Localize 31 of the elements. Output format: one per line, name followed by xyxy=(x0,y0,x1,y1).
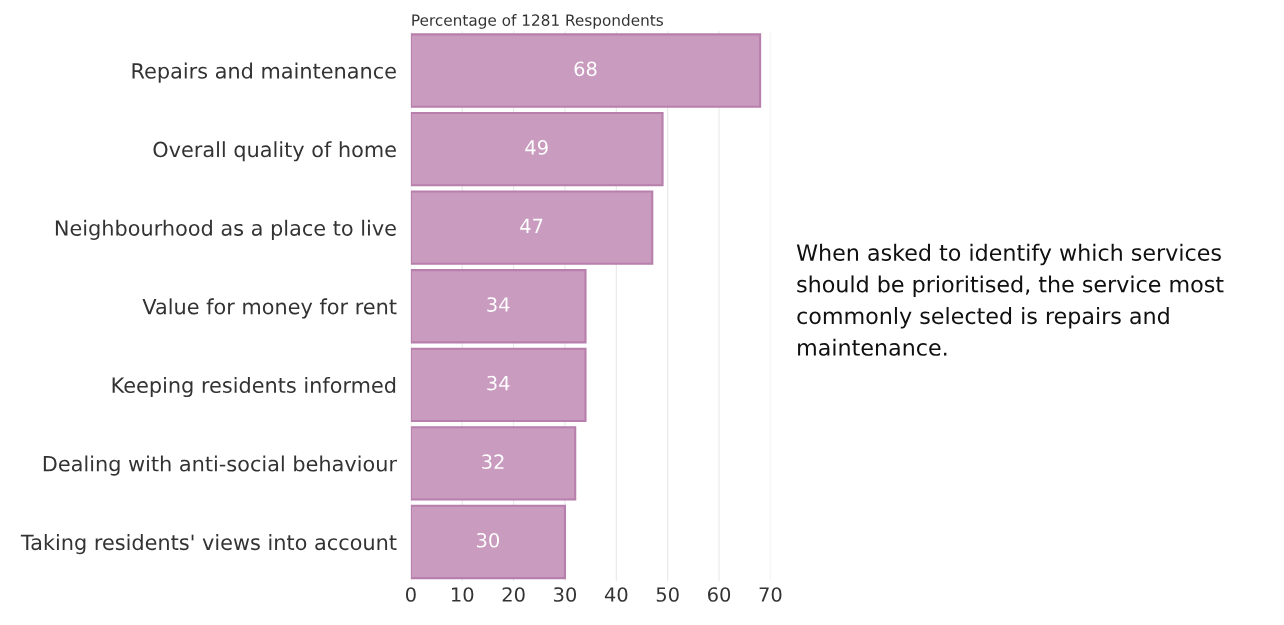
y-tick-label: Neighbourhood as a place to live xyxy=(55,219,396,240)
text: When asked to identify which services should be prioritised, the service most commonly selected is repairs and maintenance. xyxy=(796,243,1224,356)
data-label: 68 xyxy=(574,61,597,77)
x-tick-label: 40 xyxy=(604,587,628,602)
y-tick-label: Value for money for rent xyxy=(142,298,397,319)
data-label: 34 xyxy=(487,375,510,391)
bar xyxy=(410,33,762,108)
data-label: 30 xyxy=(477,532,499,548)
bar xyxy=(410,269,587,344)
bar xyxy=(410,347,587,422)
y-tick-label: Taking residents' views into account xyxy=(20,534,397,555)
data-label: 34 xyxy=(487,297,510,312)
x-tick-label: 60 xyxy=(708,587,731,602)
y-tick-label: Dealing with anti-social behaviour xyxy=(43,455,397,476)
data-label: 32 xyxy=(482,454,504,470)
data-label: 47 xyxy=(520,218,543,234)
x-tick-label: 30 xyxy=(554,587,577,602)
x-tick-label: 50 xyxy=(656,587,679,602)
y-tick-label: Repairs and maintenance xyxy=(132,62,396,83)
y-tick-label: Overall quality of home xyxy=(153,141,396,162)
x-tick-label: 70 xyxy=(759,587,782,602)
x-axis-title: Percentage of 1281 Respondents xyxy=(412,14,663,29)
x-tick-label: 20 xyxy=(502,587,525,602)
x-tick-label: 10 xyxy=(452,587,474,602)
x-tick-label: 0 xyxy=(405,587,416,602)
bar xyxy=(410,504,566,580)
bar xyxy=(410,190,654,265)
data-label: 49 xyxy=(525,140,548,155)
bar xyxy=(410,111,664,187)
bar xyxy=(410,426,577,501)
y-tick-label: Keeping residents informed xyxy=(112,376,396,398)
